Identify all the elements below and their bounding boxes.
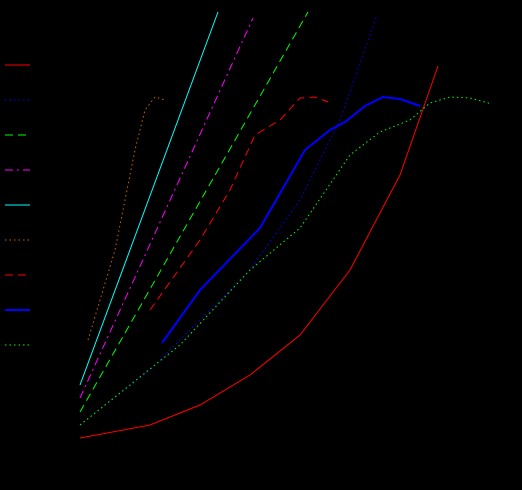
series-line	[87, 96, 166, 341]
series-line	[149, 96, 329, 311]
series-line	[79, 14, 378, 426]
series-line	[79, 96, 493, 426]
series-line	[79, 11, 219, 386]
series-line	[79, 65, 439, 439]
series-line	[79, 17, 254, 399]
series-line	[79, 11, 309, 413]
series-line	[161, 95, 421, 344]
